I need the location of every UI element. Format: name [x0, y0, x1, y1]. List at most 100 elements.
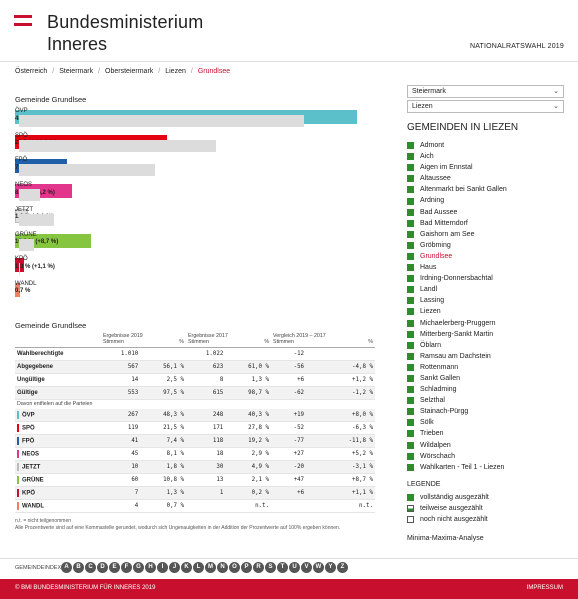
page-footer: © BMI BUNDESMINISTERIUM FÜR INNERES 2019…: [0, 579, 578, 599]
index-letter-button[interactable]: B: [73, 562, 84, 573]
bar-2019: [15, 233, 92, 248]
municipality-item[interactable]: Altaussee: [407, 173, 507, 184]
index-letter-button[interactable]: N: [217, 562, 228, 573]
municipality-item[interactable]: Schladming: [407, 384, 507, 395]
header-2019: Ergebnisse 2019 Stimmen%: [101, 333, 187, 348]
index-letter-button[interactable]: J: [169, 562, 180, 573]
breadcrumb-item[interactable]: Österreich: [15, 68, 48, 75]
table-row: SPÖ 119 21,5 % 171 27,8 % -52 -6,3 %: [15, 421, 375, 435]
municipalities-title: GEMEINDEN IN LIEZEN: [407, 122, 519, 133]
party-color-marker: [17, 502, 19, 510]
breadcrumb-item[interactable]: Steiermark: [59, 68, 94, 75]
index-letter-button[interactable]: F: [121, 562, 132, 573]
index-letter-button[interactable]: M: [205, 562, 216, 573]
municipality-item[interactable]: Stainach-Pürgg: [407, 406, 507, 417]
breadcrumb-separator: /: [52, 68, 55, 75]
index-letter-button[interactable]: A: [61, 562, 72, 573]
table-row: FPÖ 41 7,4 % 118 19,2 % -77 -11,8 %: [15, 434, 375, 448]
breadcrumb-separator: /: [158, 68, 161, 75]
counted-status-icon: [407, 175, 414, 183]
cell-v17: 8: [186, 373, 226, 387]
breadcrumb-item[interactable]: Liezen: [165, 68, 186, 75]
municipality-item[interactable]: Gaishorn am See: [407, 229, 507, 240]
municipality-item[interactable]: Admont: [407, 140, 507, 151]
index-letter-button[interactable]: O: [229, 562, 240, 573]
table-row: JETZT 10 1,8 % 30 4,9 % -20 -3,1 %: [15, 460, 375, 474]
municipality-item[interactable]: Ramsau am Dachstein: [407, 351, 507, 362]
index-letter-button[interactable]: D: [97, 562, 108, 573]
breadcrumb-item[interactable]: Grundlsee: [197, 68, 231, 75]
cell-dv: -20: [271, 460, 307, 474]
index-letter-button[interactable]: R: [253, 562, 264, 573]
table-row: Abgegebene 567 56,1 % 623 61,0 % -56 -4,8 %: [15, 360, 375, 374]
municipality-item[interactable]: Bad Aussee: [407, 207, 507, 218]
counted-status-icon: [407, 308, 414, 316]
index-letter-button[interactable]: I: [157, 562, 168, 573]
cell-dv: -12: [271, 347, 307, 361]
cell-dv: +19: [271, 408, 307, 422]
cell-p19: 8,1 %: [140, 447, 187, 461]
index-letter-button[interactable]: T: [277, 562, 288, 573]
index-letter-button[interactable]: U: [289, 562, 300, 573]
municipality-item[interactable]: Sölk: [407, 417, 507, 428]
municipality-item[interactable]: Haus: [407, 262, 507, 273]
index-letter-button[interactable]: Y: [325, 562, 336, 573]
index-letter-button[interactable]: G: [133, 562, 144, 573]
index-letter-button[interactable]: L: [193, 562, 204, 573]
municipality-item[interactable]: Aich: [407, 151, 507, 162]
municipality-item[interactable]: Aigen im Ennstal: [407, 162, 507, 173]
cell-v19: 41: [101, 434, 141, 448]
municipality-item[interactable]: Wildalpen: [407, 440, 507, 451]
ministry-title: Bundesministerium: [47, 12, 204, 32]
cell-v17: 623: [186, 360, 226, 374]
municipality-item[interactable]: Ardning: [407, 195, 507, 206]
index-letter-button[interactable]: Z: [337, 562, 348, 573]
index-letter-button[interactable]: V: [301, 562, 312, 573]
cell-p17: 1,3 %: [225, 373, 272, 387]
municipality-item[interactable]: Altenmarkt bei Sankt Gallen: [407, 184, 507, 195]
state-select[interactable]: Steiermark ⌄: [407, 85, 564, 98]
table-row: NEOS 45 8,1 % 18 2,9 % +27 +5,2 %: [15, 447, 375, 461]
municipality-item[interactable]: Mitterberg-Sankt Martin: [407, 329, 507, 340]
index-letter-button[interactable]: H: [145, 562, 156, 573]
impressum-link[interactable]: IMPRESSUM: [526, 585, 563, 591]
municipality-item[interactable]: Selzthal: [407, 395, 507, 406]
municipality-item[interactable]: Sankt Gallen: [407, 373, 507, 384]
breadcrumb-item[interactable]: Obersteiermark: [105, 68, 154, 75]
cell-v17: 1: [186, 486, 226, 500]
cell-v17: 13: [186, 473, 226, 487]
cell-v19: 60: [101, 473, 141, 487]
index-letter-button[interactable]: C: [85, 562, 96, 573]
party-color-marker: [17, 424, 19, 432]
bar-2017: [19, 139, 216, 152]
party-color-marker: [17, 463, 19, 471]
municipality-item[interactable]: Trieben: [407, 428, 507, 439]
municipality-item[interactable]: Liezen: [407, 306, 507, 317]
index-letter-button[interactable]: K: [181, 562, 192, 573]
cell-p17: n.t.: [225, 499, 272, 513]
municipality-item[interactable]: Irdning-Donnersbachtal: [407, 273, 507, 284]
municipality-item[interactable]: Wahlkarten - Teil 1 - Liezen: [407, 462, 507, 473]
index-letter-button[interactable]: P: [241, 562, 252, 573]
municipality-item[interactable]: Öblarn: [407, 340, 507, 351]
index-letter-button[interactable]: W: [313, 562, 324, 573]
municipality-item[interactable]: Wörschach: [407, 451, 507, 462]
cell-dp: -4,8 %: [306, 360, 375, 374]
austria-flag-icon: [14, 15, 32, 26]
breadcrumb-separator: /: [98, 68, 101, 75]
party-color-marker: [17, 437, 19, 445]
municipality-item[interactable]: Grundlsee: [407, 251, 507, 262]
municipality-item[interactable]: Michaelerberg-Pruggern: [407, 318, 507, 329]
municipality-item[interactable]: Rottenmann: [407, 362, 507, 373]
index-letter-button[interactable]: S: [265, 562, 276, 573]
index-letter-button[interactable]: E: [109, 562, 120, 573]
municipality-item[interactable]: Gröbming: [407, 240, 507, 251]
cell-p17: 19,2 %: [225, 434, 272, 448]
municipality-item[interactable]: Bad Mitterndorf: [407, 218, 507, 229]
counted-status-icon: [407, 230, 414, 238]
municipality-item[interactable]: Lassing: [407, 295, 507, 306]
district-select[interactable]: Liezen ⌄: [407, 100, 564, 113]
counted-status-icon: [407, 397, 414, 405]
minmax-analysis-link[interactable]: Minima-Maxima-Analyse: [407, 535, 484, 542]
municipality-item[interactable]: Landl: [407, 284, 507, 295]
